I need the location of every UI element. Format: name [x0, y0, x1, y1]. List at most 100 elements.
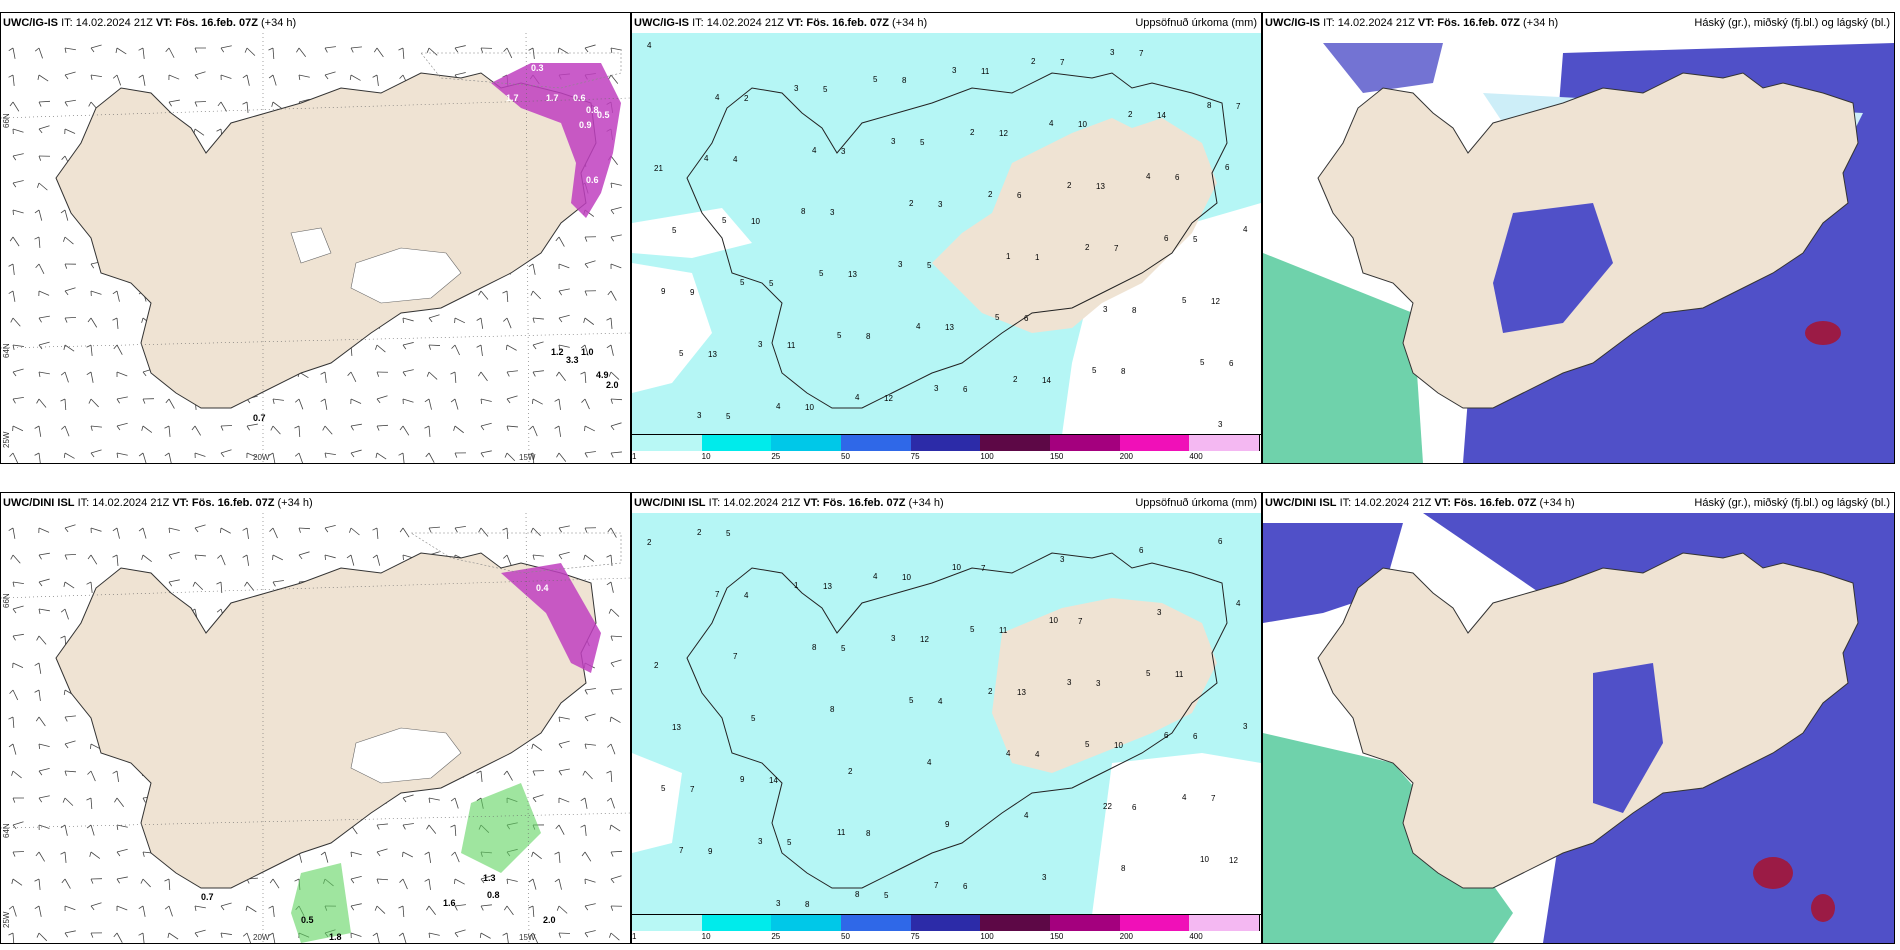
wind-barb-flag	[584, 743, 587, 749]
precip-value: 7	[1236, 102, 1241, 111]
wind-barb	[38, 662, 42, 674]
wind-barb-flag	[34, 452, 40, 456]
wind-barb	[610, 850, 623, 853]
wind-barb	[90, 449, 102, 454]
precip-value: 4	[1146, 172, 1151, 181]
precip-value: 9	[945, 820, 950, 829]
wind-barb	[12, 605, 24, 610]
wind-barb-flag	[609, 824, 612, 830]
wind-barb-flag	[324, 527, 329, 533]
wind-barb	[506, 554, 512, 566]
dry-area	[1092, 753, 1261, 915]
wind-barb	[12, 396, 24, 400]
precip-value: 4	[733, 155, 738, 164]
precip-value: 11	[999, 626, 1008, 635]
value-label: 0.4	[536, 583, 549, 593]
wind-barb-flag	[479, 932, 482, 939]
precip-green	[461, 783, 541, 873]
wind-barb-flag	[532, 770, 536, 776]
precip-value: 8	[902, 76, 907, 85]
precip-value: 5	[722, 216, 727, 225]
wind-barb-flag	[34, 425, 40, 429]
wind-barb	[610, 398, 623, 401]
wind-map: 0.4 0.7 0.5 1.8 1.6 1.3 0.8 2.0	[1, 513, 630, 943]
wind-barb-flag	[556, 452, 560, 458]
wind-barb-flag	[583, 317, 586, 323]
wind-barb-flag	[61, 425, 66, 430]
precip-value: 12	[1211, 297, 1220, 306]
precip-value: 21	[654, 164, 663, 173]
wind-barb	[12, 290, 16, 302]
value-label: 4.9	[596, 370, 609, 380]
value-label: 1.2	[551, 347, 564, 357]
precip-value: 1	[1006, 252, 1011, 261]
value-label: 0.6	[573, 93, 586, 103]
wind-barb	[298, 551, 310, 556]
panel-header: UWC/DINI ISL IT: 14.02.2024 21Z VT: Fös.…	[1, 493, 630, 513]
wind-barb-flag	[558, 344, 561, 351]
wind-barb-flag	[454, 932, 459, 938]
wind-barb-flag	[141, 425, 144, 431]
wind-barb	[350, 554, 355, 566]
wind-barb-flag	[217, 554, 222, 559]
wind-barb	[584, 743, 596, 746]
wind-barb-flag	[242, 74, 248, 79]
wind-barb-flag	[294, 452, 300, 457]
wind-barb-flag	[244, 47, 248, 53]
wind-barb-flag	[194, 47, 198, 53]
precip-value: 10	[1049, 616, 1058, 625]
wind-barb	[298, 74, 310, 78]
wind-barb	[376, 527, 379, 539]
wind-barb-flag	[90, 263, 95, 269]
wind-barb	[480, 450, 492, 454]
wind-barb	[194, 581, 204, 591]
wind-barb-flag	[607, 527, 612, 533]
wind-barb-flag	[350, 425, 354, 431]
lat-label: 64N	[2, 823, 11, 838]
wind-barb	[142, 527, 147, 539]
wind-barb-flag	[502, 74, 508, 78]
wind-barb-flag	[610, 47, 613, 53]
value-label: 1.8	[329, 932, 342, 942]
panel-top-precip: UWC/IG-IS IT: 14.02.2024 21Z VT: Fös. 16…	[631, 12, 1262, 464]
lon-label: 25W	[2, 431, 11, 448]
thunder-cell	[1805, 321, 1841, 345]
glacier	[350, 247, 462, 304]
wind-barb-flag	[584, 905, 589, 911]
precip-value: 8	[1207, 101, 1212, 110]
wind-barb-flag	[8, 290, 14, 294]
wind-barb	[532, 851, 542, 860]
precip-value: 8	[830, 705, 835, 714]
wind-barb	[116, 554, 119, 566]
colorbar-tick: 50	[841, 932, 850, 941]
wind-barb-flag	[38, 797, 43, 803]
precip-value: 3	[938, 200, 943, 209]
wind-barb	[428, 905, 436, 916]
wind-barb	[376, 932, 380, 943]
wind-barb	[532, 743, 543, 751]
wind-barb-flag	[398, 47, 404, 51]
model-name: UWC/IG-IS	[634, 17, 689, 29]
wind-barb-flag	[610, 662, 615, 668]
wind-barb	[376, 74, 379, 86]
panel-bottom-wind: UWC/DINI ISL IT: 14.02.2024 21Z VT: Fös.…	[0, 492, 631, 944]
wind-barb-flag	[399, 425, 404, 431]
wind-barb	[246, 905, 257, 913]
wind-barb	[454, 929, 466, 934]
wind-barb-flag	[554, 398, 560, 402]
wind-barb	[116, 876, 128, 880]
wind-barb-flag	[242, 527, 248, 531]
wind-barb	[220, 45, 232, 49]
wind-barb-flag	[320, 398, 326, 402]
precip-value: 2	[970, 128, 975, 137]
wind-barb	[610, 743, 616, 755]
precip-value: 5	[884, 891, 889, 900]
wind-barb	[558, 878, 562, 890]
wind-barb-flag	[242, 932, 248, 937]
wind-barb-flag	[116, 851, 121, 857]
wind-barb-flag	[428, 797, 431, 803]
wind-barb	[610, 635, 623, 638]
wind-barb	[220, 449, 232, 454]
wind-barb-flag	[324, 47, 328, 53]
colorbar-swatch	[632, 915, 703, 931]
